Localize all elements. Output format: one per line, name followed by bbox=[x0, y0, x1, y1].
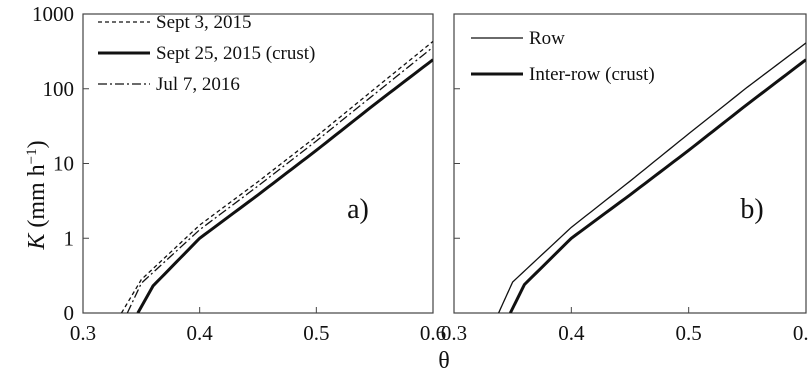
x-tick-label: 0.4 bbox=[187, 321, 214, 345]
y-tick-label: 1 bbox=[64, 226, 75, 250]
series-line-1 bbox=[497, 42, 806, 313]
panel-b: 0.3 0.4 0.5 0.6 Row Inter-row (crust) b) bbox=[441, 13, 809, 345]
panel-a: 0.3 0.4 0.5 0.6 0 1 10 100 1000 Sept 3, 2015 Sept … bbox=[32, 2, 446, 345]
series-line-2 bbox=[136, 58, 433, 313]
x-tick-label: 0.4 bbox=[558, 321, 585, 345]
series-line-2 bbox=[508, 58, 806, 313]
x-tick-label: 0.6 bbox=[420, 321, 446, 345]
y-axis-label-close: ) bbox=[24, 140, 50, 148]
x-tick-label: 0.5 bbox=[303, 321, 329, 345]
y-axis-label-symbol: K bbox=[24, 232, 50, 251]
x-tick-label: 0.5 bbox=[676, 321, 702, 345]
y-axis-label-unit: (mm h bbox=[24, 164, 50, 233]
panel-label: a) bbox=[347, 194, 369, 225]
plot-frame bbox=[453, 13, 807, 314]
x-tick-label: 0.3 bbox=[441, 321, 467, 345]
series-line-1 bbox=[120, 40, 433, 313]
y-tick-label: 1000 bbox=[32, 2, 74, 26]
legend-label-2: Sept 25, 2015 (crust) bbox=[156, 43, 315, 64]
panel-label: b) bbox=[740, 194, 763, 225]
y-tick-label: 10 bbox=[53, 152, 74, 176]
legend-label-1: Row bbox=[529, 28, 565, 49]
legend-label-1: Sept 3, 2015 bbox=[156, 12, 252, 33]
x-axis-label: θ bbox=[438, 348, 450, 371]
x-tick-label: 0.6 bbox=[793, 321, 809, 345]
x-tick-label: 0.3 bbox=[70, 321, 96, 345]
legend-label-2: Inter-row (crust) bbox=[529, 64, 655, 85]
legend-label-3: Jul 7, 2016 bbox=[156, 74, 240, 95]
y-axis-label-sup: −1 bbox=[24, 148, 40, 164]
y-axis-label: K (mm h−1) bbox=[24, 140, 50, 250]
y-tick-label: 100 bbox=[43, 77, 75, 101]
y-tick-label: 0 bbox=[64, 301, 75, 325]
